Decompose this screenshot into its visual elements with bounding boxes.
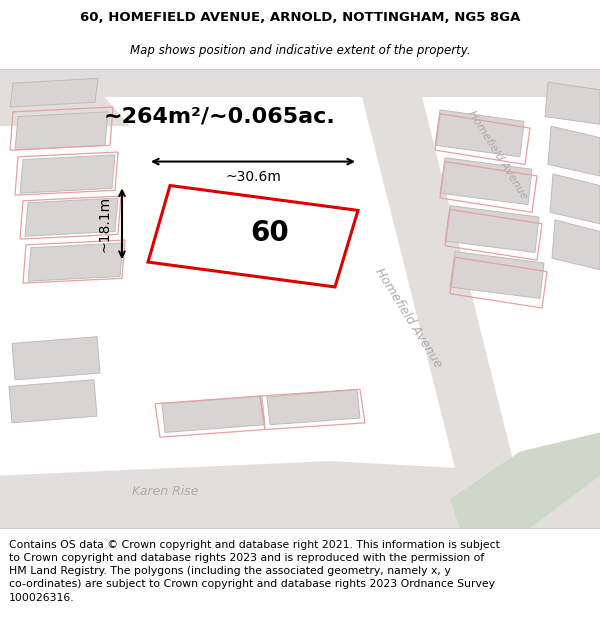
Text: Map shows position and indicative extent of the property.: Map shows position and indicative extent… xyxy=(130,44,470,58)
Polygon shape xyxy=(0,461,600,528)
Polygon shape xyxy=(548,126,600,176)
Text: Homefield Avenue: Homefield Avenue xyxy=(372,266,444,370)
Polygon shape xyxy=(267,389,360,425)
Polygon shape xyxy=(10,78,98,107)
Polygon shape xyxy=(545,82,600,124)
Polygon shape xyxy=(12,337,100,380)
Polygon shape xyxy=(552,220,600,270)
Text: Homefield Avenue: Homefield Avenue xyxy=(467,109,529,201)
Polygon shape xyxy=(355,69,530,528)
Text: ~18.1m: ~18.1m xyxy=(97,196,111,252)
Text: ~30.6m: ~30.6m xyxy=(225,170,281,184)
Polygon shape xyxy=(25,198,118,236)
Text: 60, HOMEFIELD AVENUE, ARNOLD, NOTTINGHAM, NG5 8GA: 60, HOMEFIELD AVENUE, ARNOLD, NOTTINGHAM… xyxy=(80,11,520,24)
Polygon shape xyxy=(435,110,524,157)
Text: 60: 60 xyxy=(251,219,289,248)
Polygon shape xyxy=(148,186,358,287)
Polygon shape xyxy=(450,251,544,298)
Text: ~264m²/~0.065ac.: ~264m²/~0.065ac. xyxy=(104,107,336,127)
Polygon shape xyxy=(0,69,600,98)
Polygon shape xyxy=(15,112,108,150)
Polygon shape xyxy=(162,396,265,432)
Polygon shape xyxy=(445,206,539,252)
Polygon shape xyxy=(0,69,130,126)
Polygon shape xyxy=(440,158,532,204)
Polygon shape xyxy=(9,380,97,423)
Polygon shape xyxy=(28,243,123,281)
Polygon shape xyxy=(450,432,600,528)
Text: Karen Rise: Karen Rise xyxy=(132,485,198,498)
Text: Contains OS data © Crown copyright and database right 2021. This information is : Contains OS data © Crown copyright and d… xyxy=(9,540,500,602)
Polygon shape xyxy=(20,155,115,193)
Polygon shape xyxy=(550,174,600,224)
